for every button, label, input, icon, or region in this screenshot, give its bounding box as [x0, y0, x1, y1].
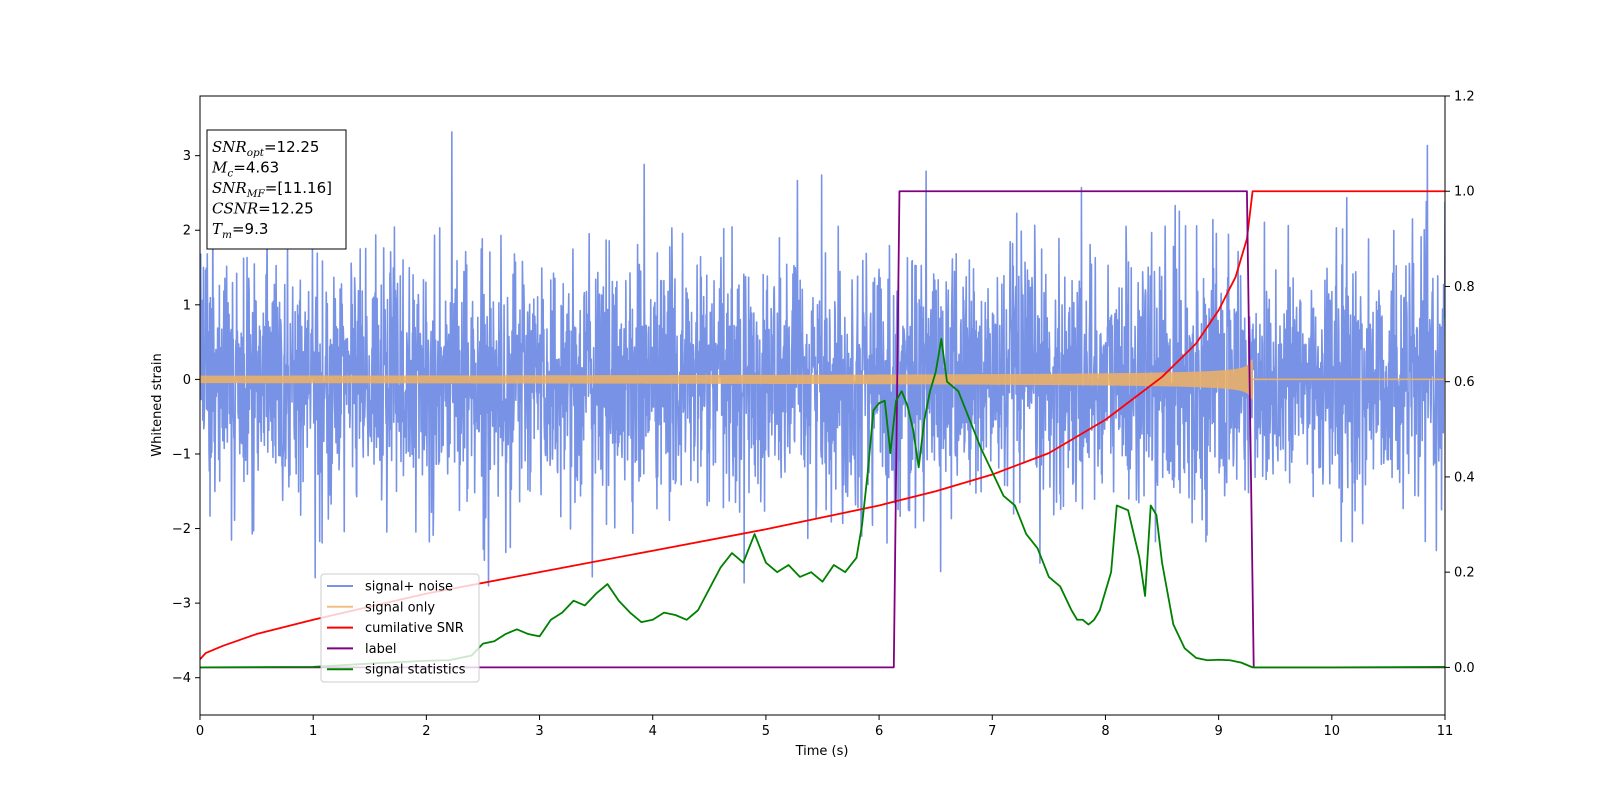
x-tick-label: 2	[422, 724, 430, 739]
y-axis-label: Whitened strain	[150, 353, 165, 456]
y-tick-label: −4	[172, 671, 191, 686]
info-box: SNRopt=12.25Mc=4.63SNRMF=[11.16]CSNR=12.…	[206, 129, 347, 250]
legend-label: cumilative SNR	[365, 621, 464, 636]
y-tick-label: −1	[172, 447, 191, 462]
plot-frame	[199, 95, 1446, 716]
x-tick-label: 11	[1437, 724, 1454, 739]
info-box-frame	[206, 129, 347, 250]
x-tick-label: 10	[1324, 724, 1341, 739]
y2-tick-label: 0.6	[1454, 375, 1475, 390]
y-tick-label: −2	[172, 522, 191, 537]
info-line: Tm=9.3	[212, 220, 268, 241]
legend-frame	[320, 573, 480, 683]
y-tick-label: −3	[172, 597, 191, 612]
info-line: Mc=4.63	[211, 159, 279, 180]
info-line: SNRopt=12.25	[212, 138, 319, 159]
y2-axis: 0.0 0.2 0.4 0.6 0.8 1.0 1.2	[1445, 90, 1475, 676]
x-tick-label: 3	[535, 724, 543, 739]
plot-area	[200, 131, 1445, 669]
legend-label: signal+ noise	[365, 580, 453, 595]
y-tick-label: 2	[183, 224, 191, 239]
y2-tick-label: 1.2	[1454, 90, 1475, 105]
y2-tick-label: 0.4	[1454, 470, 1475, 485]
series-cumilative-snr	[200, 190, 1445, 660]
x-tick-label: 5	[762, 724, 770, 739]
series-signal-noise	[200, 131, 1445, 587]
x-axis: 0 1 2 3 4 5 6 7 8 9 10 11	[196, 715, 1453, 739]
legend-label: signal only	[365, 600, 435, 615]
y-tick-label: 0	[183, 373, 191, 388]
y2-tick-label: 0.0	[1454, 661, 1475, 676]
x-tick-label: 8	[1101, 724, 1109, 739]
y2-tick-label: 0.8	[1454, 280, 1475, 295]
legend-label: label	[365, 642, 396, 657]
y2-tick-label: 1.0	[1454, 185, 1475, 200]
x-axis-label: Time (s)	[795, 744, 849, 759]
x-tick-label: 7	[988, 724, 996, 739]
info-line: CSNR=12.25	[212, 200, 314, 218]
info-line: SNRMF=[11.16]	[212, 179, 332, 200]
y-axis: −4 −3 −2 −1 0 1 2 3	[172, 149, 200, 686]
legend-label: signal statistics	[365, 663, 466, 678]
x-tick-label: 0	[196, 724, 204, 739]
legend: signal+ noise signal only cumilative SNR la…	[320, 573, 480, 683]
y-tick-label: 3	[183, 149, 191, 164]
x-tick-label: 4	[649, 724, 657, 739]
series-signal-only	[200, 359, 1445, 400]
x-tick-label: 9	[1214, 724, 1222, 739]
series-signal-statistics	[200, 337, 1445, 669]
x-tick-label: 1	[309, 724, 317, 739]
x-tick-label: 6	[875, 724, 883, 739]
y-tick-label: 1	[183, 298, 191, 313]
y2-tick-label: 0.2	[1454, 566, 1475, 581]
